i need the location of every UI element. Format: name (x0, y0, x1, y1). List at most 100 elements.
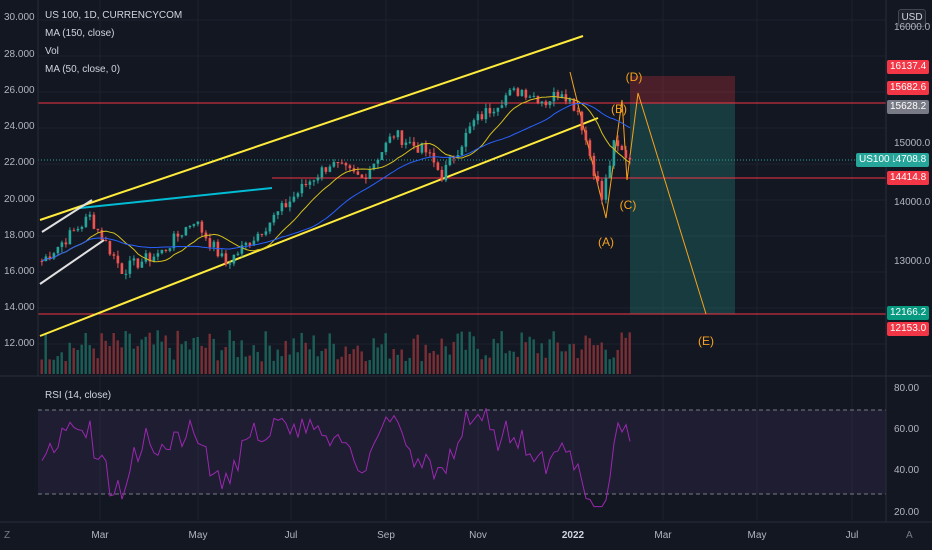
volume-bar (240, 340, 243, 374)
volume-bar (208, 333, 211, 374)
candle-body (520, 89, 524, 96)
wave-label-a: (A) (598, 235, 614, 249)
price-badge-stop[interactable]: 12166.2 (887, 306, 930, 320)
candle-body (440, 169, 444, 181)
volume-bar (604, 349, 607, 374)
ma50-legend[interactable]: MA (50, close, 0) (45, 64, 121, 75)
volume-bar (524, 342, 527, 374)
price-badge-level-c[interactable]: 14414.8 (887, 171, 930, 185)
volume-bar (244, 356, 247, 374)
volume-bar (88, 345, 91, 374)
candle-body (476, 114, 480, 121)
rsi-axis-tick: 60.00 (894, 424, 920, 435)
candle-body (492, 111, 496, 114)
volume-bar (452, 341, 455, 374)
volume-bar (196, 336, 199, 374)
candle-body (500, 105, 504, 108)
volume-bar (148, 332, 151, 374)
volume-bar (448, 354, 451, 374)
volume-bar (348, 353, 351, 374)
volume-bar (344, 346, 347, 374)
volume-bar (104, 340, 107, 374)
time-axis-tick: Jul (284, 530, 298, 541)
volume-bar (364, 361, 367, 374)
volume-legend[interactable]: Vol (45, 46, 59, 57)
volume-bar (300, 332, 303, 374)
candle-body (228, 263, 232, 265)
volume-bar (432, 350, 435, 374)
price-badge-entry[interactable]: 15628.2 (887, 100, 930, 114)
volume-bar (532, 339, 535, 374)
volume-bar (408, 357, 411, 374)
candle-body (124, 273, 128, 275)
currency-button[interactable]: USD (898, 9, 926, 27)
volume-bar (624, 337, 627, 374)
volume-bar (92, 348, 95, 374)
reward-zone (630, 103, 735, 314)
candle-body (624, 149, 628, 158)
candle-body (184, 227, 188, 236)
volume-bar (424, 344, 427, 374)
candle-body (508, 89, 512, 96)
volume-bar (272, 360, 275, 374)
candle-body (152, 256, 156, 262)
auto-scale-toggle[interactable]: A (906, 530, 913, 541)
candle-body (260, 233, 264, 235)
price-badge-level-e[interactable]: 12153.0 (887, 322, 930, 336)
log-scale-toggle[interactable]: Z (4, 530, 11, 541)
left-axis-tick: 16.000 (4, 266, 35, 277)
volume-bar (404, 360, 407, 374)
volume-bar (120, 347, 123, 374)
candle-body (484, 108, 488, 120)
candle-body (600, 180, 604, 200)
candle-body (424, 143, 428, 153)
price-badge-level-d[interactable]: 15682.6 (887, 81, 930, 95)
volume-bars (40, 330, 631, 374)
volume-bar (392, 349, 395, 374)
rsi-legend[interactable]: RSI (14, close) (45, 390, 112, 401)
elliott-wave-path (569, 71, 707, 315)
candle-body (428, 152, 432, 154)
volume-bar (248, 355, 251, 374)
candle-body (404, 142, 408, 145)
candle-body (592, 155, 596, 176)
time-axis-tick: 2022 (561, 530, 585, 541)
candle-body (420, 143, 424, 153)
volume-bar (268, 345, 271, 374)
candle-body (316, 177, 320, 181)
ma150-line (41, 95, 631, 263)
candle-body (268, 222, 272, 232)
volume-bar (504, 353, 507, 374)
volume-bar (592, 345, 595, 374)
price-badge-target[interactable]: 16137.4 (887, 60, 930, 74)
volume-bar (576, 358, 579, 374)
volume-bar (428, 353, 431, 374)
candle-body (252, 240, 256, 246)
candle-body (620, 146, 624, 150)
volume-bar (96, 358, 99, 374)
volume-bar (284, 340, 287, 374)
right-axis-tick: 13000.0 (894, 256, 931, 267)
volume-bar (476, 348, 479, 374)
symbol-title[interactable]: US 100, 1D, CURRENCYCOM (45, 10, 183, 21)
volume-bar (440, 338, 443, 374)
ma150-legend[interactable]: MA (150, close) (45, 28, 115, 39)
volume-bar (416, 334, 419, 374)
candle-body (108, 241, 112, 255)
candle-body (612, 140, 616, 166)
channel-upper-line (39, 35, 584, 221)
volume-bar (76, 349, 79, 374)
volume-bar (608, 359, 611, 374)
candle-body (576, 110, 580, 112)
candle-body (208, 238, 212, 248)
candle-body (256, 233, 260, 241)
volume-bar (552, 331, 555, 374)
candle-body (248, 242, 252, 246)
candle-body (368, 169, 372, 179)
price-badge-current[interactable]: 14708.8 (887, 153, 930, 167)
candle-body (320, 167, 324, 178)
volume-bar (420, 361, 423, 374)
candle-body (364, 177, 368, 179)
volume-bar (100, 333, 103, 374)
